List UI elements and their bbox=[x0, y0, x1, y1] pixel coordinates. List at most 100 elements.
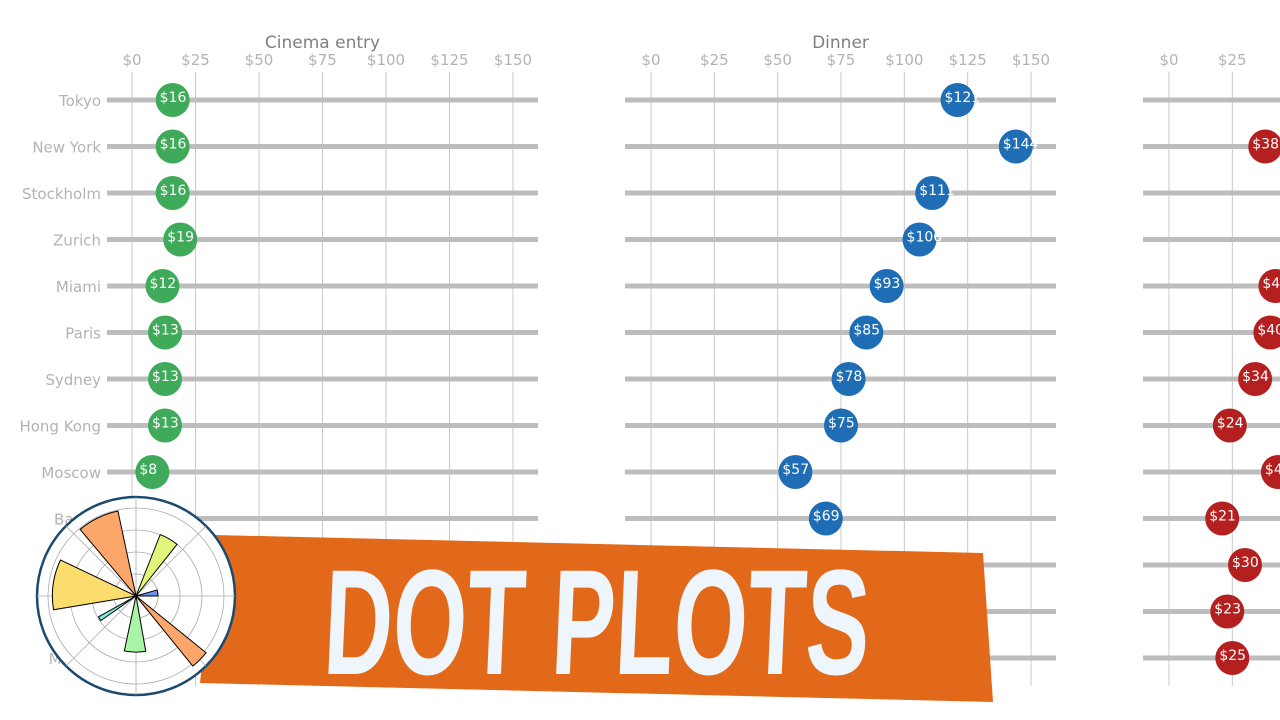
dot-marker bbox=[1253, 315, 1280, 350]
dot-marker bbox=[915, 176, 950, 210]
row-label: Hong Kong bbox=[19, 418, 101, 436]
dot-marker bbox=[778, 455, 813, 489]
tick-label: $50 bbox=[763, 51, 792, 69]
dot-marker bbox=[849, 315, 884, 350]
title-banner bbox=[200, 535, 993, 702]
dot-label: $19 bbox=[167, 230, 194, 246]
dot-marker bbox=[1238, 362, 1273, 396]
polar-bar bbox=[135, 595, 207, 667]
tick-label: $0 bbox=[1159, 51, 1178, 69]
row-label: Zurich bbox=[53, 232, 101, 250]
tick-label: $0 bbox=[122, 51, 141, 69]
tick-label: $25 bbox=[700, 51, 729, 69]
tick-label: $100 bbox=[367, 51, 405, 69]
dot-label: $57 bbox=[782, 462, 809, 478]
row-label: Miami bbox=[56, 278, 101, 296]
dot-marker bbox=[155, 176, 190, 210]
dot-label: $75 bbox=[828, 416, 855, 432]
polar-bar bbox=[97, 595, 137, 622]
dot-marker bbox=[163, 222, 198, 257]
dot-marker bbox=[148, 362, 183, 396]
dot-marker bbox=[808, 501, 843, 536]
row-label: Paris bbox=[65, 325, 101, 343]
dot-label: $21 bbox=[1209, 509, 1236, 525]
dot-label: $23 bbox=[1214, 602, 1241, 618]
tick-label: $125 bbox=[949, 51, 987, 69]
dot-label: $25 bbox=[1219, 648, 1246, 664]
panel-2: $0$25$50$75$100$125$150$38$4$40$34$24$4$… bbox=[1143, 51, 1280, 686]
tick-label: $25 bbox=[181, 51, 210, 69]
row-label: Sydney bbox=[45, 371, 101, 389]
tick-label: $75 bbox=[827, 51, 856, 69]
dot-label: $30 bbox=[1232, 555, 1259, 571]
dot-marker bbox=[1215, 641, 1250, 675]
dot-label: $8 bbox=[139, 462, 157, 478]
polar-bar bbox=[123, 595, 147, 653]
tick-label: $100 bbox=[885, 51, 923, 69]
dot-marker bbox=[831, 362, 866, 396]
tick-label: $125 bbox=[430, 51, 468, 69]
dot-marker bbox=[148, 315, 183, 350]
dot-label: $69 bbox=[813, 509, 840, 525]
polar-bar-chart-logo bbox=[35, 495, 237, 697]
dot-label: $106 bbox=[907, 230, 943, 246]
polar-spoke bbox=[135, 525, 207, 597]
dot-marker bbox=[1258, 269, 1280, 303]
dot-label: $93 bbox=[874, 276, 901, 292]
row-label: New York bbox=[32, 139, 101, 157]
dot-label: $16 bbox=[160, 183, 187, 199]
polar-spoke bbox=[65, 595, 137, 667]
row-label: Stockholm bbox=[22, 185, 101, 203]
dot-label: $16 bbox=[160, 137, 187, 153]
row-label: Tokyo bbox=[58, 92, 101, 110]
polar-bar bbox=[79, 510, 137, 597]
dot-label: $13 bbox=[152, 323, 179, 339]
dot-label: $111 bbox=[919, 183, 955, 199]
dot-label: $24 bbox=[1217, 416, 1244, 432]
dot-marker bbox=[998, 129, 1033, 164]
dot-marker bbox=[135, 455, 170, 489]
dot-label: $13 bbox=[152, 369, 179, 385]
polar-spoke bbox=[65, 525, 137, 597]
polar-bar bbox=[135, 533, 178, 597]
tick-label: $50 bbox=[245, 51, 274, 69]
dot-marker bbox=[902, 222, 937, 257]
dot-marker bbox=[1228, 548, 1262, 582]
dot-marker bbox=[155, 83, 190, 117]
tick-label: $25 bbox=[1218, 51, 1247, 69]
tick-label: $150 bbox=[494, 51, 532, 69]
dot-marker bbox=[148, 408, 183, 443]
tick-label: $150 bbox=[1012, 51, 1050, 69]
dot-marker bbox=[1248, 129, 1280, 164]
dot-label: $40 bbox=[1257, 323, 1280, 339]
polar-bar bbox=[51, 559, 138, 611]
tick-label: $0 bbox=[641, 51, 660, 69]
dot-marker bbox=[1260, 455, 1280, 489]
dot-marker bbox=[1205, 501, 1240, 536]
dot-marker bbox=[1210, 594, 1245, 629]
dot-marker bbox=[145, 269, 180, 303]
panel-title: Dinner bbox=[812, 33, 869, 53]
dot-label: $12 bbox=[149, 276, 176, 292]
dot-label: $4 bbox=[1265, 462, 1280, 478]
polar-bar bbox=[135, 589, 159, 597]
dot-marker bbox=[1212, 408, 1247, 443]
dot-label: $121 bbox=[945, 90, 981, 106]
dot-label: $16 bbox=[160, 90, 187, 106]
dot-label: $78 bbox=[836, 369, 863, 385]
dot-marker bbox=[155, 129, 190, 164]
panel-title: Cinema entry bbox=[265, 33, 380, 53]
dot-label: $4 bbox=[1262, 276, 1280, 292]
tick-label: $75 bbox=[308, 51, 337, 69]
dot-marker bbox=[824, 408, 858, 443]
dot-marker bbox=[869, 269, 904, 303]
dot-label: $85 bbox=[853, 323, 880, 339]
dot-label: $144 bbox=[1003, 137, 1039, 153]
dot-marker bbox=[940, 83, 975, 117]
banner-title: DOT PLOTS bbox=[321, 539, 874, 706]
dot-label: $13 bbox=[152, 416, 179, 432]
row-label: Moscow bbox=[41, 464, 101, 482]
dot-label: $38 bbox=[1252, 137, 1279, 153]
dot-label: $34 bbox=[1242, 369, 1269, 385]
